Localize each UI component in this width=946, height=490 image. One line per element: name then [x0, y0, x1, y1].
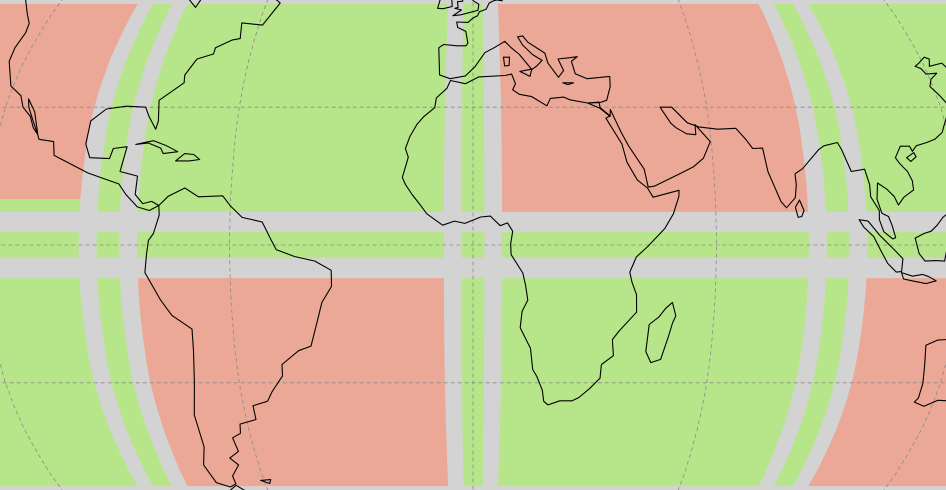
- coastline-eurasia: [438, 0, 946, 240]
- grey-gap-parallel: [0, 257, 946, 279]
- green-cell: [128, 0, 457, 222]
- coastline-uk: [451, 0, 480, 17]
- coastline-madagascar: [645, 301, 677, 364]
- grey-gap-meridian: [443, 0, 467, 490]
- red-tile-south-america: [128, 268, 457, 490]
- coastline-south-america: [144, 187, 333, 488]
- green-cell: [795, 0, 946, 222]
- coastline-hispaniola: [175, 153, 201, 162]
- grey-gap-meridian: [651, 0, 827, 490]
- coastline-cuba: [135, 140, 179, 155]
- green-cell: [0, 268, 151, 490]
- coastline-sumatra: [858, 219, 904, 273]
- coastline-sardinia: [502, 56, 511, 67]
- coastline-north-america: [0, 0, 281, 212]
- red-tile-australia: [795, 268, 946, 490]
- coastline-africa: [401, 73, 680, 406]
- coastline-hainan: [906, 152, 917, 162]
- green-cell: [489, 268, 818, 490]
- green-longitude-band: [656, 0, 859, 490]
- red-tile-north-pacific: [0, 0, 151, 200]
- coastline-sicily: [519, 68, 533, 77]
- green-longitude-band: [87, 0, 290, 490]
- coastline-ireland: [437, 0, 453, 10]
- coastline-java: [900, 272, 937, 285]
- grey-gap-meridian: [119, 0, 295, 490]
- red-tile-middle-east: [489, 0, 818, 222]
- coastline-tierra-del-fuego: [228, 484, 253, 490]
- coastline-falklands: [260, 479, 272, 485]
- grey-gap-meridian: [479, 0, 503, 490]
- coastline-borneo: [914, 212, 946, 262]
- coastline-sri-lanka: [794, 199, 805, 218]
- coastline-crete: [562, 82, 575, 86]
